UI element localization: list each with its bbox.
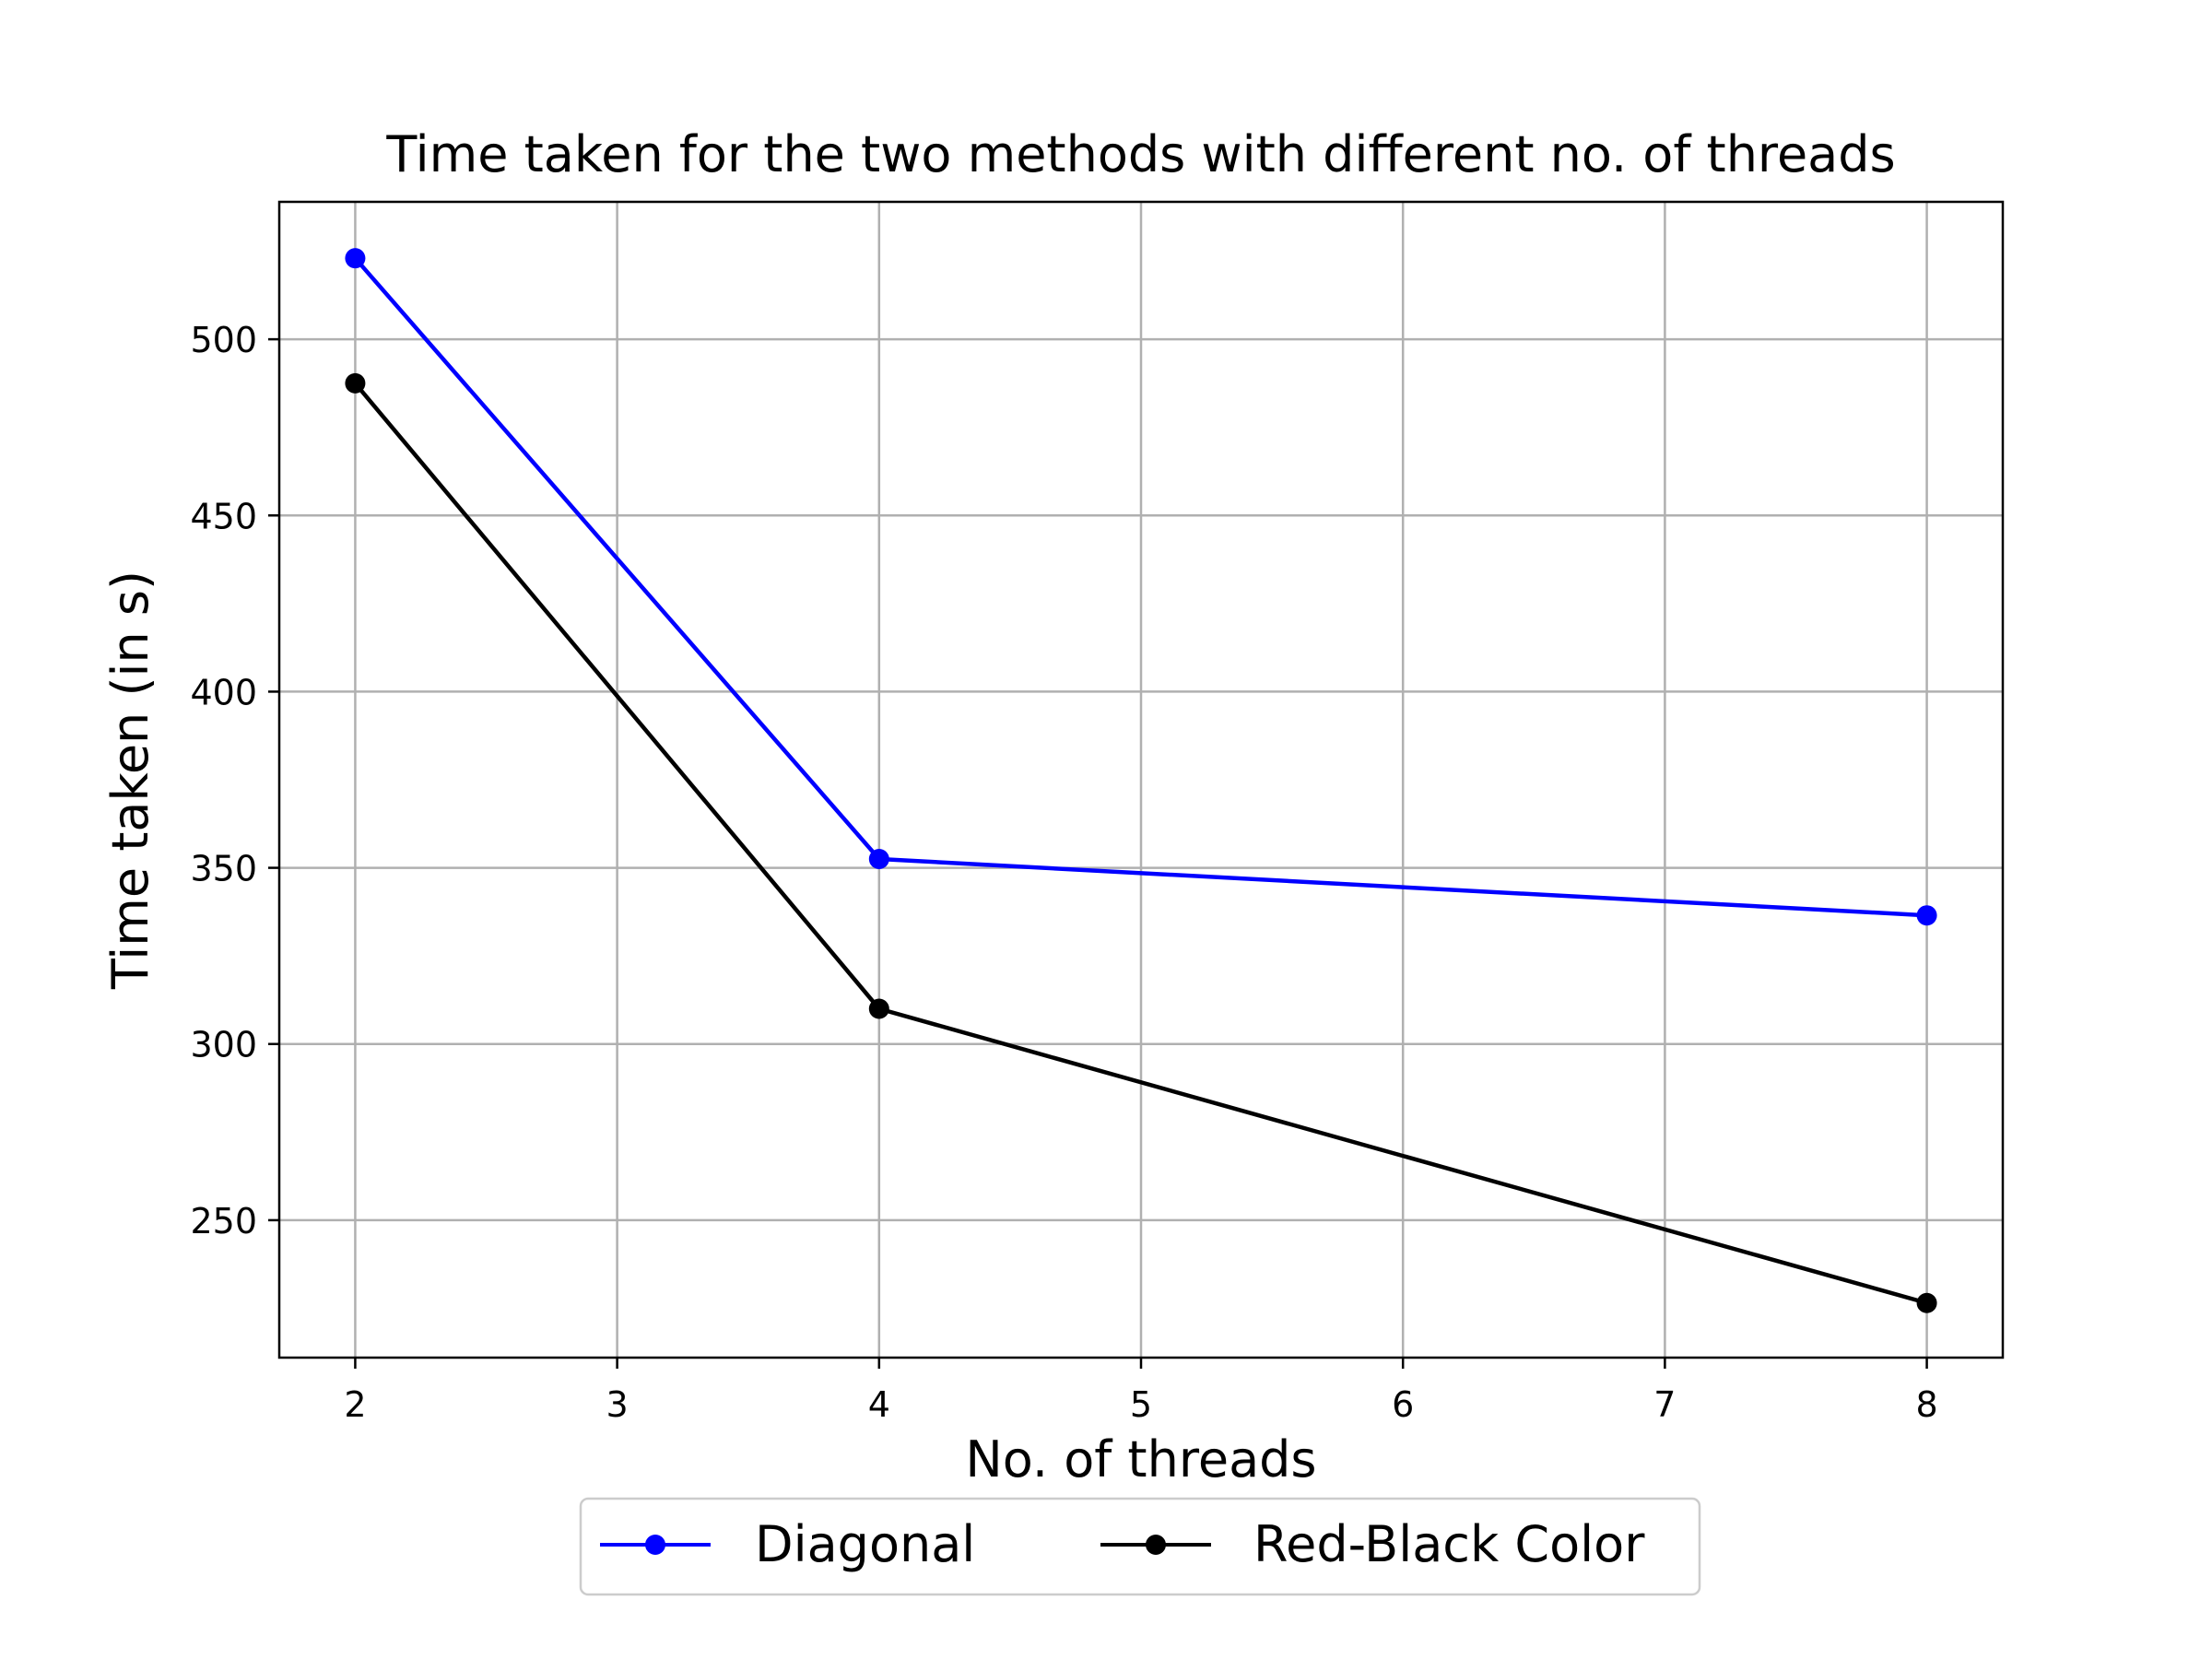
chart-title: Time taken for the two methods with diff…: [385, 125, 1895, 183]
y-tick-label-400: 400: [190, 672, 257, 712]
series-layer: [345, 248, 1937, 1313]
data-point-red-black-color-4: [868, 998, 889, 1019]
y-tick-label-300: 300: [190, 1025, 257, 1065]
y-tick-label-350: 350: [190, 849, 257, 889]
x-tick-label-7: 7: [1653, 1384, 1676, 1425]
series-diagonal: [345, 248, 1937, 926]
legend-marker-diagonal: [645, 1535, 665, 1555]
data-point-red-black-color-8: [1916, 1292, 1937, 1313]
y-tick-label-500: 500: [190, 320, 257, 360]
legend-entry-red-black-color: Red-Black Color: [1100, 1515, 1645, 1573]
grid-lines: [279, 202, 2003, 1358]
y-axis-ticks: 250 300 350 400 450 500: [190, 320, 279, 1241]
legend-label-red-black-color: Red-Black Color: [1253, 1515, 1645, 1573]
legend: Diagonal Red-Black Color: [579, 1497, 1701, 1596]
series-red-black-color: [345, 372, 1937, 1313]
x-axis-label: No. of threads: [965, 1430, 1316, 1488]
data-point-diagonal-8: [1916, 905, 1937, 926]
x-tick-label-3: 3: [606, 1384, 629, 1425]
x-tick-label-6: 6: [1392, 1384, 1414, 1425]
data-point-diagonal-4: [868, 849, 889, 870]
legend-entry-diagonal: Diagonal: [600, 1515, 975, 1573]
data-point-diagonal-2: [345, 248, 366, 269]
x-tick-label-5: 5: [1130, 1384, 1152, 1425]
y-tick-label-250: 250: [190, 1201, 257, 1241]
y-tick-label-450: 450: [190, 496, 257, 536]
y-axis-label: Time taken (in s): [101, 571, 159, 990]
x-tick-label-2: 2: [344, 1384, 366, 1425]
data-point-red-black-color-2: [345, 372, 366, 394]
x-tick-label-8: 8: [1915, 1384, 1937, 1425]
x-axis-ticks: 2 3 4 5 6 7 8: [344, 1358, 1938, 1425]
legend-marker-red-black-color: [1146, 1535, 1166, 1555]
x-tick-label-4: 4: [868, 1384, 890, 1425]
legend-label-diagonal: Diagonal: [755, 1515, 975, 1573]
